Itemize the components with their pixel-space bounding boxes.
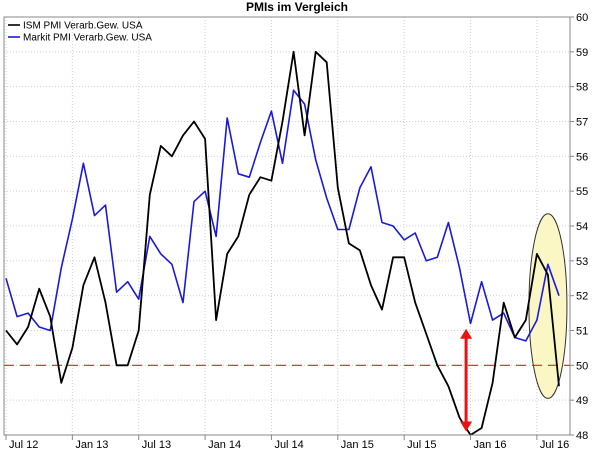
y-tick-label: 50 [576, 360, 588, 372]
y-tick-label: 58 [576, 82, 588, 94]
x-tick-label: Jan 13 [75, 439, 108, 450]
series-line-2 [5, 89, 560, 342]
y-tick-label: 49 [576, 395, 588, 407]
y-tick-label: 56 [576, 151, 588, 163]
x-tick-label: Jul 13 [142, 439, 171, 450]
y-tick-label: 55 [576, 186, 588, 198]
x-tick-label: Jan 16 [474, 439, 507, 450]
decline-arrow [460, 328, 473, 432]
y-tick-label: 59 [576, 47, 588, 59]
legend-label-2: Markit PMI Verarb.Gew. USA [23, 33, 152, 44]
arrow-head-up [460, 328, 473, 339]
legend-label-1: ISM PMI Verarb.Gew. USA [23, 21, 143, 32]
chart-title: PMIs im Vergleich [246, 0, 348, 14]
x-tick-label: Jan 15 [341, 439, 374, 450]
y-tick-label: 53 [576, 256, 588, 268]
y-tick-label: 52 [576, 291, 588, 303]
x-tick-label: Jan 14 [208, 439, 241, 450]
y-tick-label: 51 [576, 326, 588, 338]
y-tick-label: 60 [576, 12, 588, 24]
x-axis: Jul 12 Jan 13 Jul 13 Jan 14 Jul 14 Jan 15 Jul … [5, 435, 569, 450]
y-tick-label: 54 [576, 221, 588, 233]
arrow-head-down [460, 421, 473, 432]
y-axis: 48 49 50 51 52 53 54 55 56 57 58 59 60 [570, 12, 588, 442]
highlight-ellipse [528, 213, 568, 399]
recent-period-highlight [528, 213, 568, 399]
x-tick-label: Jul 16 [540, 439, 569, 450]
y-tick-label: 57 [576, 117, 588, 129]
x-tick-label: Jul 12 [9, 439, 38, 450]
x-tick-label: Jul 15 [407, 439, 436, 450]
y-tick-label: 48 [576, 430, 588, 442]
x-tick-label: Jul 14 [274, 439, 303, 450]
